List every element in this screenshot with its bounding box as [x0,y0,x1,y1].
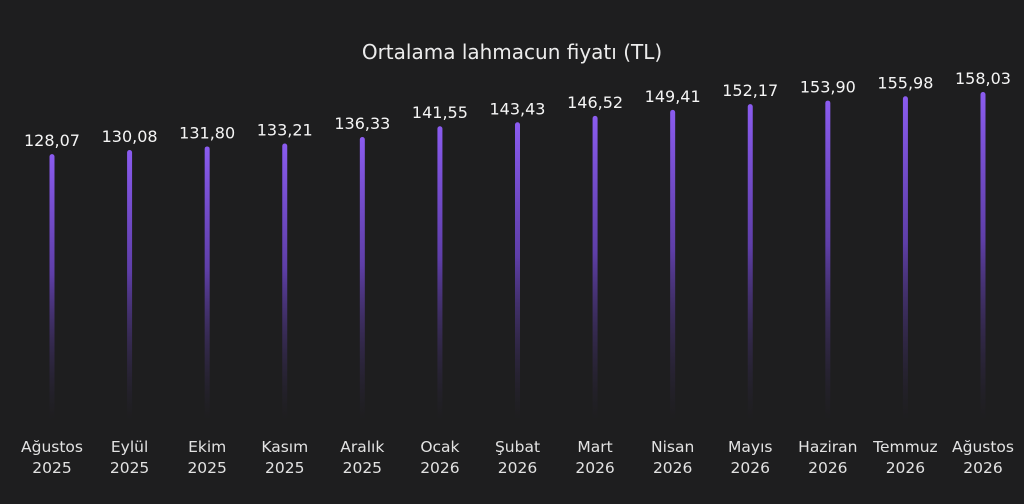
x-tick-month: Ocak [420,438,459,456]
chart-title: Ortalama lahmacun fiyatı (TL) [362,40,662,64]
bar [902,96,908,420]
x-tick-year: 2025 [343,459,382,477]
x-tick-year: 2026 [731,459,770,477]
x-tick-year: 2025 [32,459,71,477]
x-tick-label: Temmuz 2026 [872,438,938,477]
x-tick-month: Haziran [798,438,857,456]
bar [670,109,676,420]
x-tick-month: Eylül [111,438,148,456]
x-tick-label: Nisan 2026 [651,438,694,477]
x-tick-label: Kasım 2025 [261,438,308,477]
bar [437,126,443,421]
x-tick-month: Temmuz [872,438,938,456]
value-labels-group: 128,07 130,08 131,80 133,21 136,33 141,55 143,… [24,69,1011,150]
bar [204,146,210,420]
x-tick-month: Ekim [188,438,226,456]
x-tick-year: 2026 [420,459,459,477]
x-tick-label: Şubat 2026 [495,438,540,477]
x-tick-month: Ağustos [21,438,83,456]
x-tick-year: 2026 [808,459,847,477]
bars-group [49,92,986,421]
x-tick-label: Haziran 2026 [798,438,857,477]
x-tick-month: Kasım [261,438,308,456]
value-label: 143,43 [490,99,546,118]
value-label: 153,90 [800,78,856,97]
x-tick-month: Aralık [340,438,384,456]
x-tick-year: 2026 [963,459,1002,477]
value-label: 158,03 [955,69,1011,88]
bar [49,154,55,420]
bar [282,143,288,420]
value-label: 155,98 [877,73,933,92]
x-tick-label: Mayıs 2026 [728,438,772,477]
x-tick-label: Eylül 2025 [110,438,149,477]
value-label: 130,08 [102,127,158,146]
bar [359,137,365,421]
x-tick-label: Ocak 2026 [420,438,459,477]
bar [980,92,986,420]
x-tick-month: Mayıs [728,438,772,456]
x-tick-year: 2025 [110,459,149,477]
x-tick-year: 2026 [575,459,614,477]
x-tick-year: 2026 [886,459,925,477]
x-tick-year: 2026 [653,459,692,477]
bar [825,100,831,420]
x-tick-label: Ekim 2025 [187,438,226,477]
value-label: 131,80 [179,123,235,142]
x-tick-month: Nisan [651,438,694,456]
x-tick-year: 2026 [498,459,537,477]
x-tick-label: Mart 2026 [575,438,614,477]
value-label: 133,21 [257,121,313,140]
value-label: 146,52 [567,93,623,112]
value-label: 152,17 [722,81,778,100]
x-tick-label: Ağustos 2025 [21,438,83,477]
value-label: 141,55 [412,103,468,122]
x-tick-month: Mart [577,438,612,456]
value-label: 128,07 [24,131,80,150]
x-tick-month: Şubat [495,438,540,456]
bar [515,122,520,421]
x-tick-month: Ağustos [952,438,1014,456]
bar [592,115,598,420]
x-tick-label: Aralık 2025 [340,438,384,477]
bar [127,150,133,420]
value-label: 149,41 [645,87,701,106]
bar [747,104,753,420]
x-tick-year: 2025 [187,459,226,477]
value-label: 136,33 [334,114,390,133]
x-tick-year: 2025 [265,459,304,477]
x-tick-label: Ağustos 2026 [952,438,1014,477]
